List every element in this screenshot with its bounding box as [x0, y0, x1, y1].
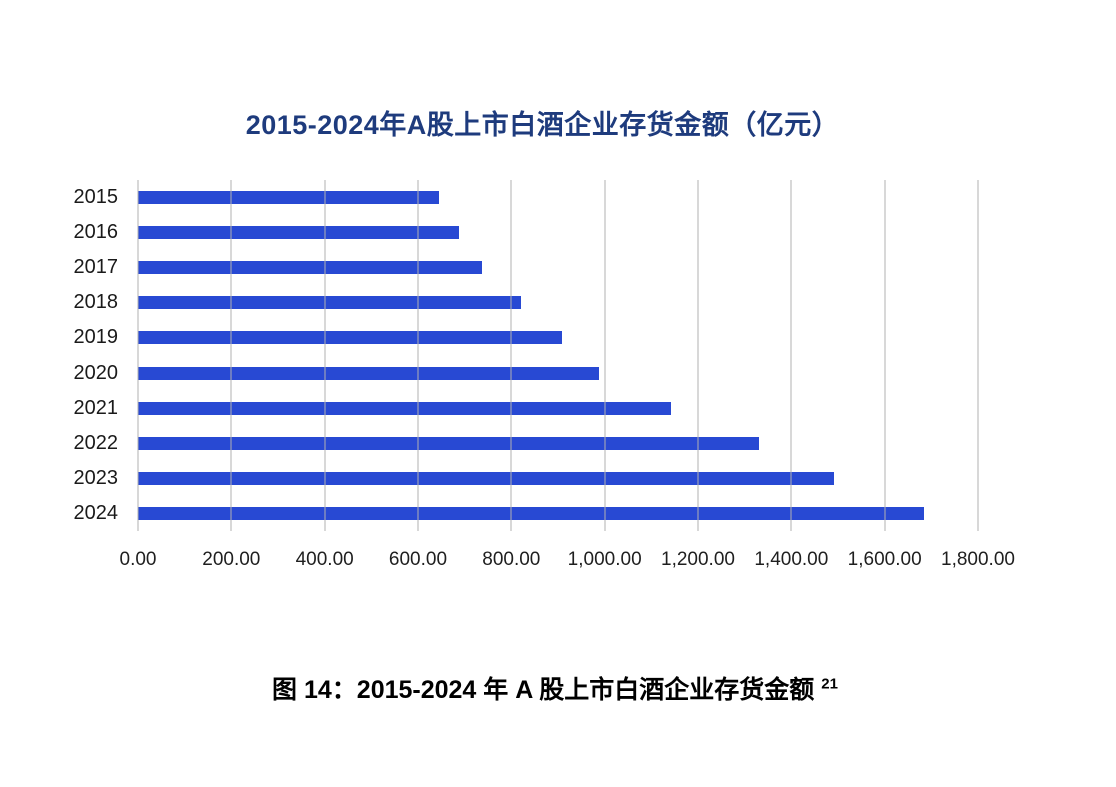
- bar-row: [138, 391, 978, 426]
- bar-series: [138, 180, 978, 531]
- x-axis-label: 1,000.00: [567, 549, 642, 570]
- bar-row: [138, 355, 978, 390]
- x-axis-labels: 0.00 200.00 400.00 600.00 800.00 1,000.00 1,20…: [120, 549, 1015, 575]
- figure-caption-text: 图 14：2015-2024 年 A 股上市白酒企业存货金额: [272, 676, 822, 704]
- y-axis-label: 2023: [73, 466, 119, 489]
- figure-caption: 图 14：2015-2024 年 A 股上市白酒企业存货金额 21: [0, 670, 1110, 706]
- x-axis-label: 200.00: [202, 549, 261, 570]
- bar: [138, 331, 562, 345]
- x-axis-label: 1,800.00: [941, 549, 1015, 570]
- chart-title: 2015-2024年A股上市白酒企业存货金额（亿元）: [245, 110, 840, 140]
- x-axis-label: 800.00: [482, 549, 541, 570]
- y-axis-labels: 2015 2016 2017 2018 2019 2020 2021 2022 2023 2024: [0, 180, 119, 531]
- x-axis-label: 400.00: [295, 549, 354, 570]
- x-axis-label: 1,600.00: [847, 549, 922, 570]
- y-axis-label: 2016: [73, 221, 119, 244]
- bar-row: [138, 215, 978, 250]
- x-axis-label: 0.00: [119, 549, 157, 570]
- bar-row: [138, 180, 978, 215]
- bar-row: [138, 320, 978, 355]
- y-axis-label: 2021: [73, 396, 119, 419]
- x-axis-label: 1,400.00: [754, 549, 829, 570]
- plot-area: [137, 180, 979, 531]
- bar-row: [138, 496, 978, 531]
- bar: [138, 296, 521, 310]
- bar: [138, 436, 759, 450]
- gridline: [883, 180, 886, 531]
- bar: [138, 191, 439, 205]
- gridline: [323, 180, 326, 531]
- bar: [138, 366, 599, 380]
- bar: [138, 506, 925, 520]
- gridline: [603, 180, 606, 531]
- bar: [138, 226, 460, 240]
- footnote-reference: 21: [821, 675, 838, 693]
- y-axis-label: 2017: [73, 256, 119, 279]
- y-axis-label: 2018: [73, 291, 119, 314]
- bar: [138, 261, 482, 275]
- y-axis-label: 2022: [73, 431, 119, 454]
- x-axis-label: 1,200.00: [661, 549, 735, 570]
- gridline: [230, 180, 233, 531]
- y-axis-label: 2024: [73, 501, 119, 524]
- x-axis-label: 600.00: [388, 549, 448, 570]
- bar-row: [138, 250, 978, 285]
- y-axis-label: 2019: [73, 326, 119, 349]
- gridline: [790, 180, 793, 531]
- bar: [138, 471, 835, 485]
- y-axis-label: 2015: [73, 186, 119, 209]
- gridline: [696, 180, 699, 531]
- gridline: [510, 180, 513, 531]
- bar-row: [138, 426, 978, 461]
- gridline: [137, 180, 139, 531]
- bar-row: [138, 285, 978, 320]
- gridline: [416, 180, 419, 531]
- bar-row: [138, 461, 978, 496]
- y-axis-label: 2020: [73, 361, 119, 384]
- gridline: [977, 180, 979, 531]
- bar: [138, 401, 672, 415]
